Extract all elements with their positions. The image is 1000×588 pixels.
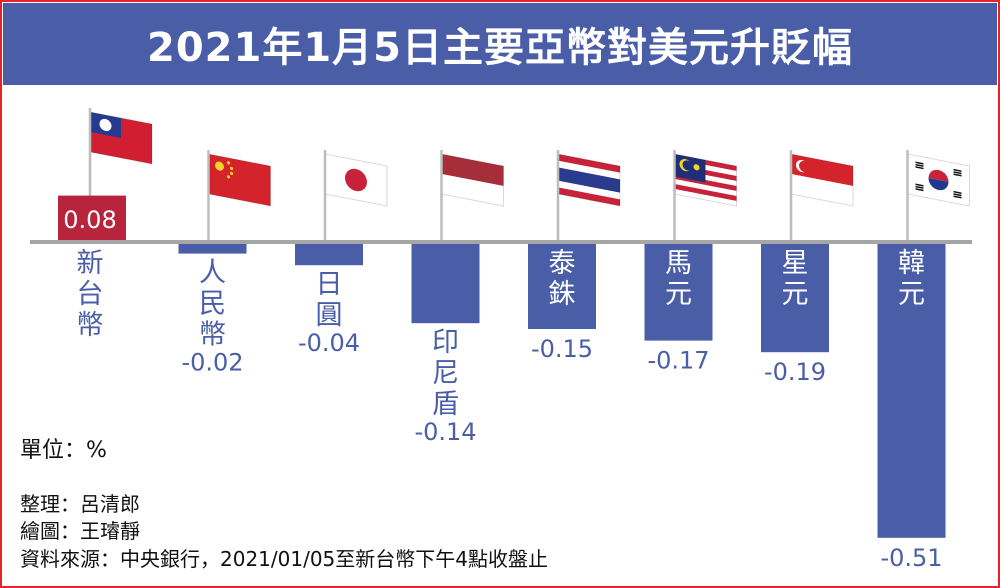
- value-label-6: -0.17: [647, 347, 709, 375]
- category-label-8: 韓元: [898, 248, 925, 310]
- category-label-2: 人民幣: [199, 258, 226, 351]
- singapore-flag-icon: [789, 150, 854, 240]
- illustrator-credit: 繪圖：王璿靜: [20, 519, 140, 543]
- bars-layer: [58, 195, 946, 538]
- indonesia-flag-icon: [440, 150, 504, 240]
- category-label-6: 馬元: [665, 248, 692, 310]
- labels-layer: 新台幣 0.08 人民幣-0.02 日圓-0.04 印尼盾-0.14 泰銖 -0.15 馬元 -…: [63, 206, 942, 572]
- unit-label: 單位：%: [20, 438, 107, 463]
- value-label-3: -0.04: [298, 329, 360, 357]
- bar-2: [178, 242, 247, 254]
- value-label-2: -0.02: [181, 349, 243, 377]
- bar-1: [58, 195, 126, 242]
- bar-5: [528, 242, 596, 329]
- editor-credit: 整理：呂清郎: [20, 492, 140, 516]
- thailand-flag-icon: [556, 150, 621, 240]
- category-label-5: 泰銖: [549, 248, 576, 310]
- korea-flag-icon: [906, 150, 970, 240]
- category-label-3: 日圓: [316, 269, 343, 331]
- category-label-1: 新台幣: [77, 248, 104, 341]
- china-flag-icon: [207, 150, 271, 240]
- taiwan-flag-icon: [88, 108, 153, 240]
- category-label-4: 印尼盾: [432, 327, 459, 420]
- bar-6: [644, 242, 713, 341]
- malaysia-flag-icon: [673, 150, 737, 240]
- value-label-8: -0.51: [880, 544, 942, 572]
- title-bar: 2021年1月5日主要亞幣對美元升貶幅: [3, 3, 997, 85]
- source-credit: 資料來源：中央銀行，2021/01/05至新台幣下午4點收盤止: [20, 547, 548, 571]
- flags-layer: [88, 108, 970, 240]
- bar-4: [411, 242, 480, 324]
- bar-8: [877, 242, 946, 538]
- chart-title: 2021年1月5日主要亞幣對美元升貶幅: [147, 25, 853, 71]
- value-label-7: -0.19: [764, 358, 826, 386]
- value-label-1: 0.08: [63, 206, 116, 234]
- value-label-4: -0.14: [414, 418, 476, 446]
- value-label-5: -0.15: [531, 335, 593, 363]
- bar-3: [295, 242, 363, 266]
- category-label-7: 星元: [782, 248, 809, 310]
- japan-flag-icon: [323, 150, 388, 240]
- bar-7: [761, 242, 829, 353]
